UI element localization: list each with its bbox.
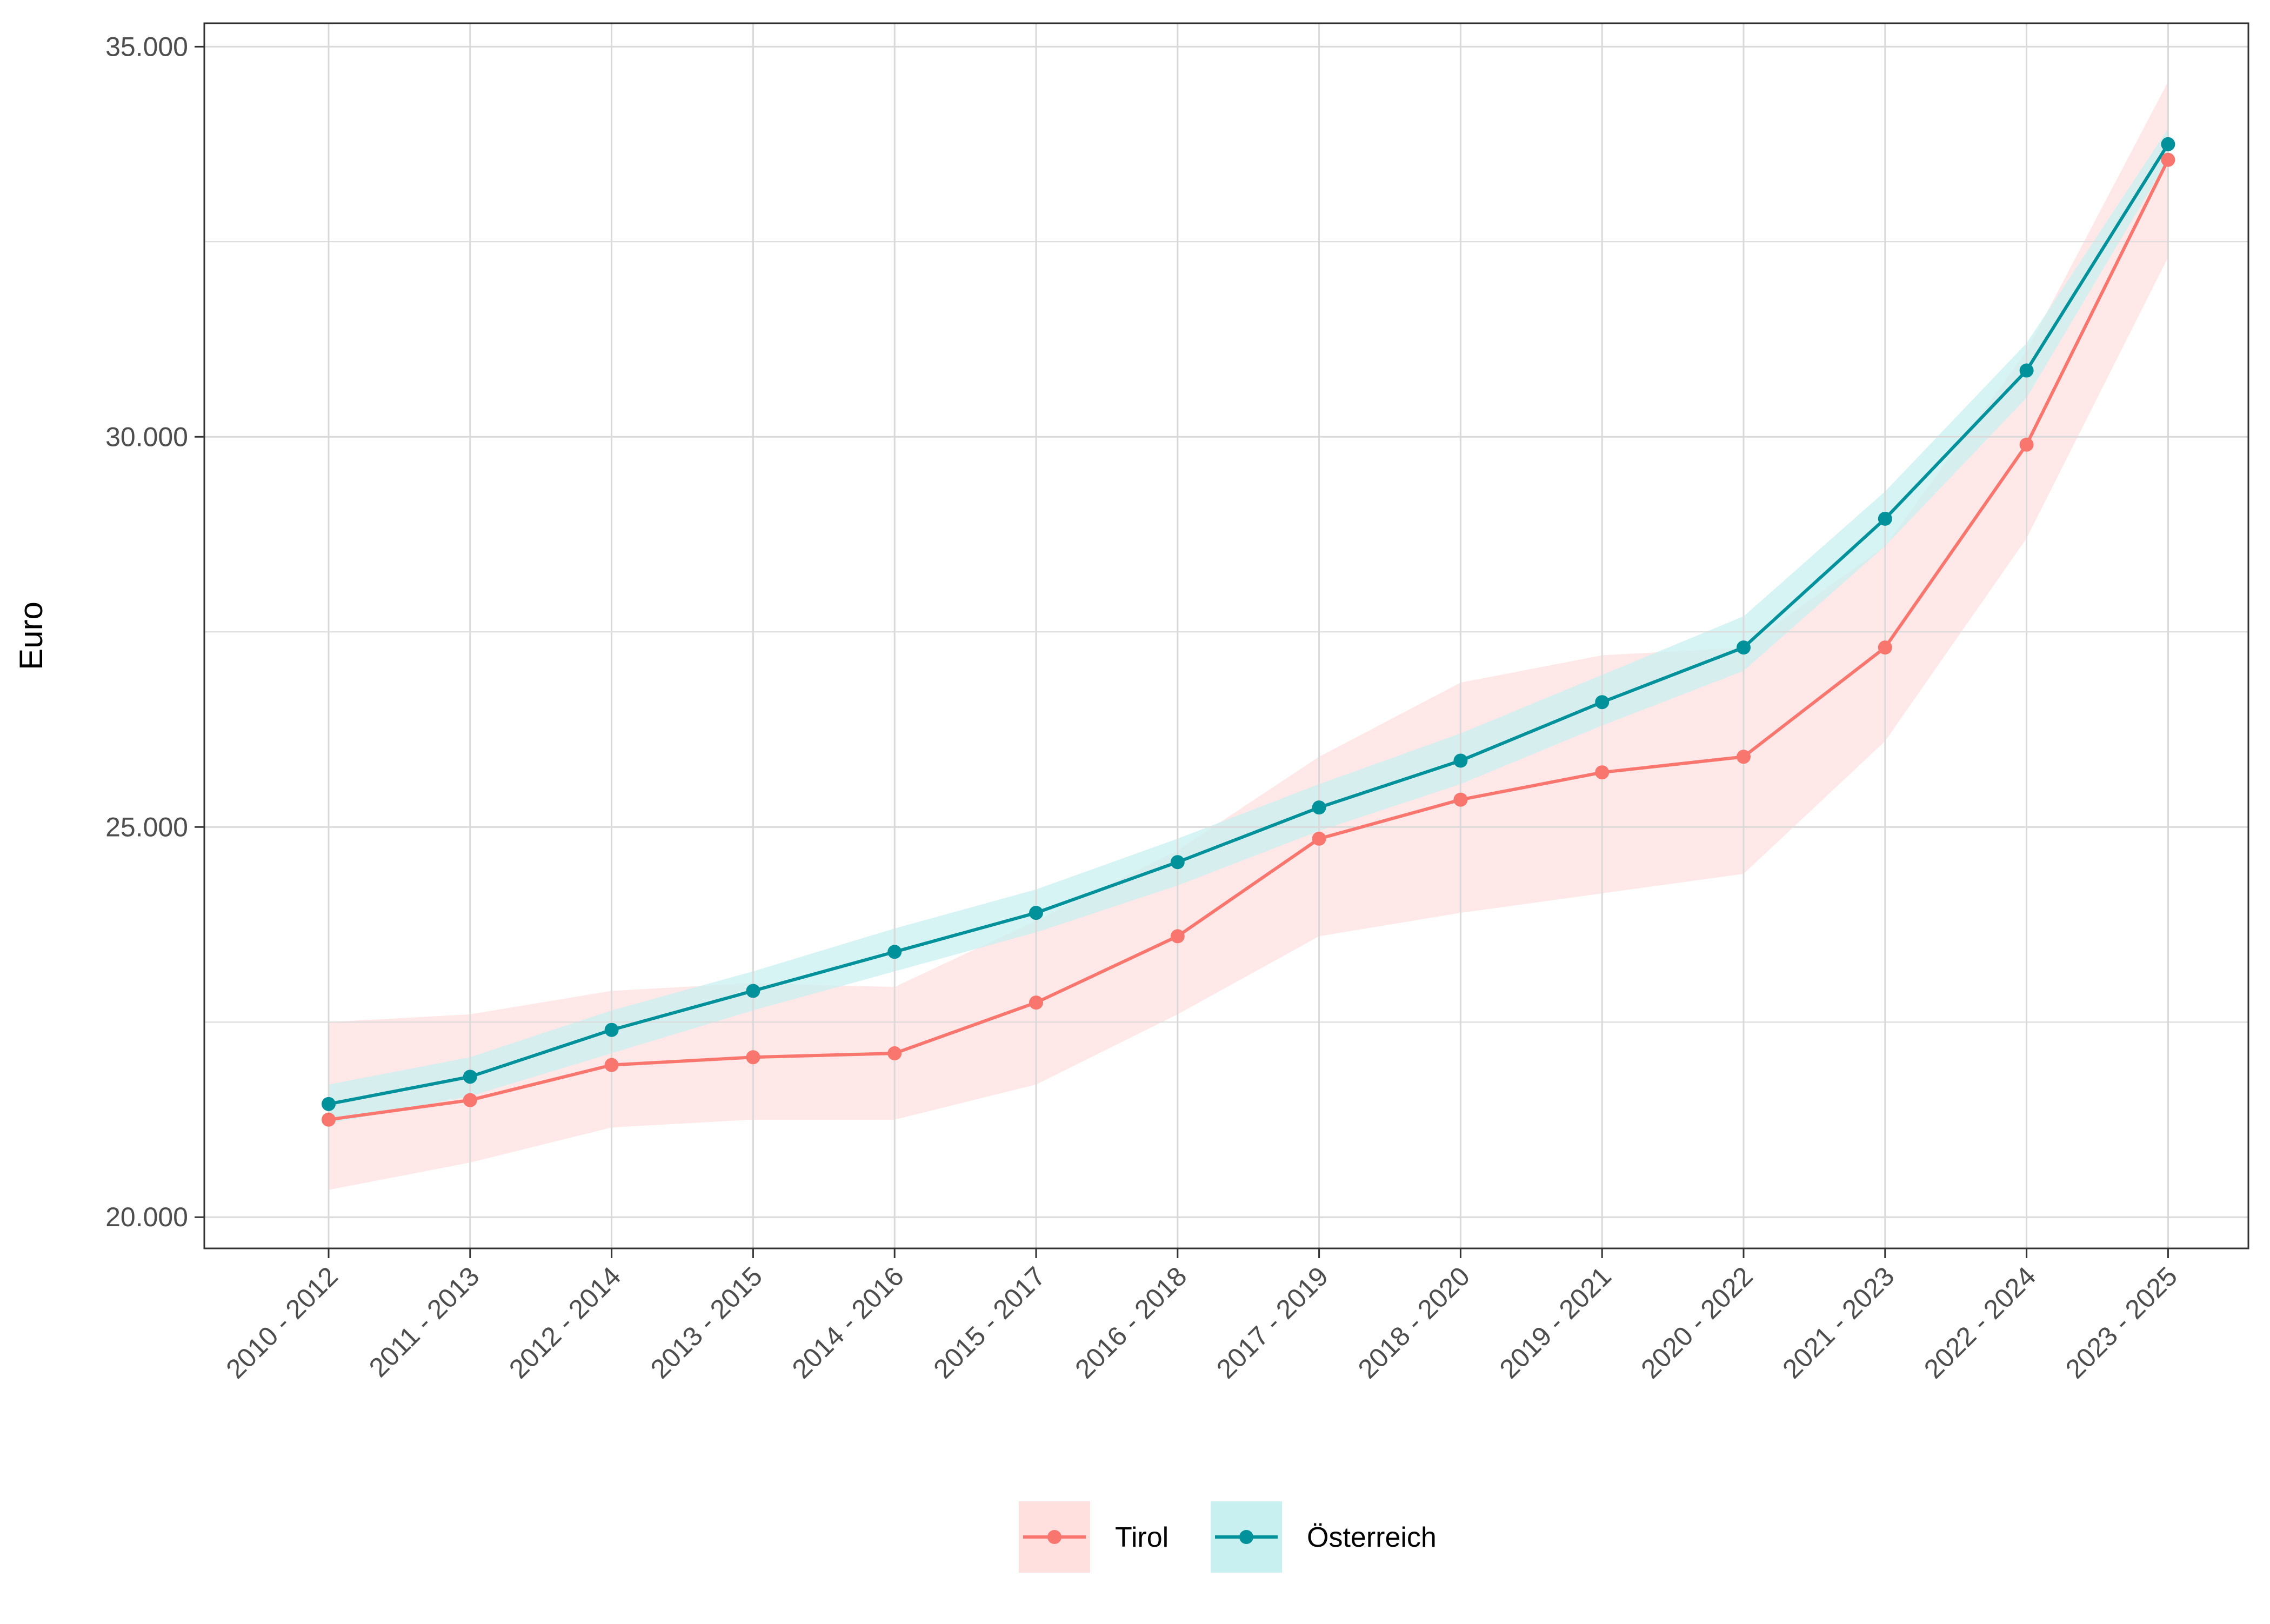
confidence-bands	[329, 82, 2168, 1190]
data-point-österreich	[1170, 855, 1185, 870]
x-tick-label: 2018 - 2020	[1352, 1261, 1476, 1384]
gridlines	[204, 23, 2248, 1248]
legend-label: Tirol	[1115, 1522, 1169, 1553]
x-tick-label: 2023 - 2025	[2060, 1261, 2183, 1384]
x-tick-label: 2022 - 2024	[1918, 1261, 2041, 1384]
series-lines	[328, 143, 2170, 1121]
data-point-österreich	[1737, 640, 1751, 655]
series-line-österreich	[328, 143, 2169, 1106]
data-point-österreich	[1312, 800, 1326, 815]
x-tick-label: 2013 - 2015	[645, 1261, 768, 1384]
data-point-österreich	[463, 1070, 477, 1084]
data-point-österreich	[1029, 906, 1043, 920]
x-tick-label: 2014 - 2016	[786, 1261, 910, 1384]
data-point-tirol	[1029, 995, 1043, 1010]
data-point-österreich	[1595, 695, 1610, 710]
data-point-österreich	[1453, 753, 1468, 768]
x-tick-label: 2020 - 2022	[1635, 1261, 1758, 1384]
data-point-österreich	[746, 984, 760, 998]
data-point-tirol	[1737, 750, 1751, 764]
y-axis-title: Euro	[13, 602, 49, 670]
y-tick-label: 20.000	[105, 1202, 188, 1232]
x-tick-label: 2011 - 2013	[363, 1261, 485, 1383]
data-point-österreich	[604, 1022, 619, 1037]
y-tick-label: 35.000	[105, 31, 188, 62]
legend-item-tirol: Tirol	[1019, 1501, 1169, 1573]
data-point-tirol	[1170, 929, 1185, 944]
data-point-österreich	[887, 945, 902, 959]
data-point-tirol	[1453, 792, 1468, 807]
series-points	[322, 137, 2175, 1127]
legend-label: Österreich	[1307, 1522, 1437, 1553]
data-point-tirol	[463, 1093, 477, 1107]
legend-key-point	[1239, 1530, 1253, 1544]
legend: Tirol Österreich	[1019, 1501, 1437, 1573]
x-tick-label: 2016 - 2018	[1069, 1261, 1192, 1384]
y-tick-label: 25.000	[105, 812, 188, 842]
data-point-tirol	[887, 1046, 902, 1061]
data-point-tirol	[2019, 437, 2034, 452]
y-tick-label: 30.000	[105, 422, 188, 452]
x-tick-label: 2019 - 2021	[1494, 1261, 1617, 1384]
data-point-tirol	[746, 1050, 760, 1065]
data-point-tirol	[322, 1112, 336, 1127]
x-tick-label: 2012 - 2014	[503, 1261, 626, 1384]
series-line-tirol	[328, 159, 2170, 1121]
data-point-tirol	[1595, 765, 1610, 780]
legend-item-österreich: Österreich	[1211, 1501, 1437, 1573]
data-point-österreich	[322, 1097, 336, 1111]
legend-key-point	[1047, 1530, 1061, 1544]
data-point-österreich	[2161, 137, 2175, 151]
data-point-tirol	[604, 1058, 619, 1072]
plot-border	[203, 22, 2249, 1249]
y-axis: 20.000 25.000 30.000 35.000	[105, 31, 204, 1232]
x-tick-label: 2010 - 2012	[220, 1261, 343, 1384]
data-point-österreich	[1878, 511, 1892, 526]
x-tick-label: 2021 - 2023	[1777, 1261, 1900, 1384]
data-point-tirol	[1312, 831, 1326, 846]
data-point-österreich	[2019, 363, 2034, 378]
data-point-tirol	[2161, 152, 2175, 167]
x-tick-label: 2017 - 2019	[1211, 1261, 1334, 1384]
x-tick-label: 2015 - 2017	[927, 1261, 1051, 1384]
x-axis: 2010 - 2012 2011 - 2013 2012 - 2014 2013 - …	[220, 1248, 2183, 1385]
data-point-tirol	[1878, 640, 1892, 655]
